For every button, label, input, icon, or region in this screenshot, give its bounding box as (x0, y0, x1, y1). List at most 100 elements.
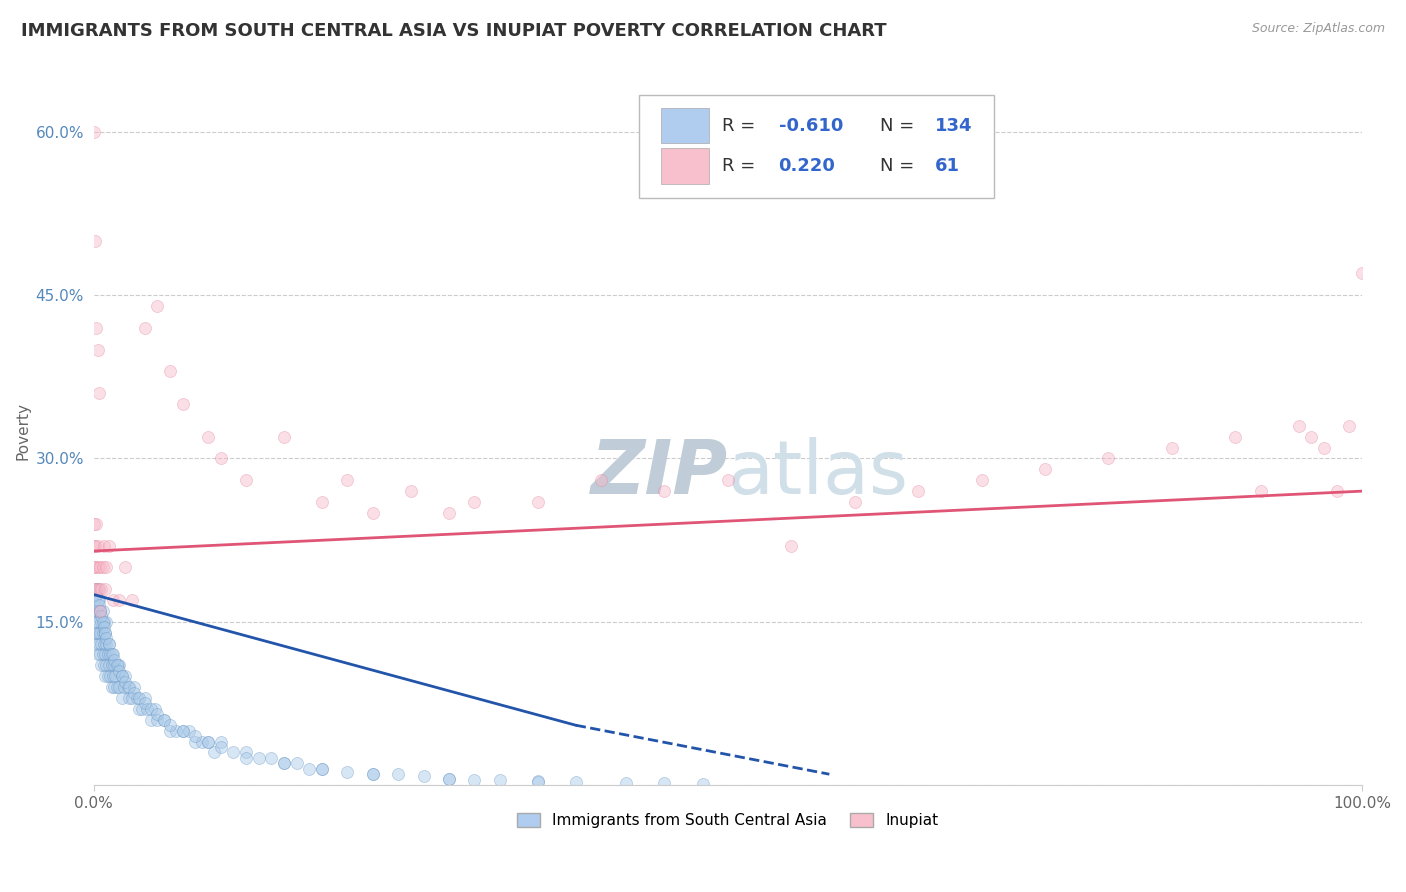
Point (654, 776, 676, 790)
Point (121, 691, 143, 706)
Point (1250, 484, 1272, 499)
Point (89, 604, 111, 618)
Point (94, 582, 117, 596)
Point (134, 697, 156, 711)
Point (86, 593, 108, 607)
Point (98, 539, 121, 553)
Point (103, 653, 125, 667)
Text: N =: N = (880, 157, 920, 175)
Point (285, 756, 308, 771)
FancyBboxPatch shape (661, 148, 709, 184)
Point (105, 658, 128, 673)
Text: R =: R = (721, 117, 761, 135)
Point (90, 609, 112, 624)
Point (89, 625, 111, 640)
Point (437, 772, 460, 786)
Point (273, 756, 295, 771)
Point (93, 636, 115, 650)
Point (134, 691, 156, 706)
Point (84, 560, 107, 574)
Point (1351, 267, 1374, 281)
Point (437, 772, 460, 786)
Point (139, 713, 162, 727)
Point (98, 636, 121, 650)
Text: 134: 134 (935, 117, 972, 135)
Point (1313, 441, 1336, 455)
Point (488, 772, 510, 787)
Point (104, 669, 127, 683)
Point (87, 582, 110, 596)
Point (83, 125, 105, 139)
Point (86, 582, 108, 596)
Point (86, 588, 108, 602)
Point (336, 765, 359, 780)
Point (93, 658, 115, 673)
Point (159, 364, 181, 378)
Text: 0.220: 0.220 (779, 157, 835, 175)
Point (97, 648, 120, 662)
Point (86, 343, 108, 357)
Point (463, 495, 485, 509)
Point (86, 516, 108, 531)
Point (96, 658, 118, 673)
Point (146, 299, 169, 313)
Point (101, 648, 124, 662)
Point (1097, 451, 1119, 466)
Legend: Immigrants from South Central Asia, Inupiat: Immigrants from South Central Asia, Inup… (512, 806, 945, 834)
Point (100, 648, 122, 662)
Point (117, 680, 139, 694)
Point (564, 774, 586, 789)
Text: atlas: atlas (728, 437, 908, 510)
Point (247, 751, 270, 765)
Point (93, 539, 115, 553)
Point (111, 669, 134, 683)
Point (197, 734, 219, 748)
Point (91, 615, 114, 629)
Point (273, 430, 295, 444)
Text: Source: ZipAtlas.com: Source: ZipAtlas.com (1251, 22, 1385, 36)
Point (91, 625, 114, 640)
Point (108, 658, 131, 673)
Point (96, 560, 118, 574)
Point (177, 723, 200, 738)
Point (100, 680, 122, 694)
Point (114, 560, 136, 574)
Point (128, 691, 150, 706)
Point (86, 560, 108, 574)
Point (93, 620, 115, 634)
Point (90, 615, 112, 629)
Point (87, 599, 110, 613)
Point (101, 593, 124, 607)
Point (87, 386, 110, 401)
Point (89, 648, 111, 662)
Point (84, 593, 107, 607)
Point (86, 625, 108, 640)
Point (87, 615, 110, 629)
Point (128, 702, 150, 716)
Point (526, 773, 548, 788)
Point (94, 625, 117, 640)
Point (93, 615, 115, 629)
Point (1339, 418, 1361, 433)
Point (86, 604, 108, 618)
Point (1301, 430, 1323, 444)
Point (86, 321, 108, 335)
Point (134, 321, 156, 335)
Point (98, 658, 121, 673)
Point (202, 746, 225, 760)
Point (399, 484, 422, 499)
Point (112, 680, 135, 694)
Point (717, 473, 740, 487)
Point (311, 762, 333, 776)
Point (91, 604, 114, 618)
Point (94, 669, 117, 683)
Point (260, 751, 283, 765)
Point (84, 636, 107, 650)
Point (591, 473, 613, 487)
Point (311, 762, 333, 776)
Text: N =: N = (880, 117, 920, 135)
Point (273, 756, 295, 771)
Point (190, 734, 212, 748)
Text: -0.610: -0.610 (779, 117, 844, 135)
Point (139, 702, 162, 716)
